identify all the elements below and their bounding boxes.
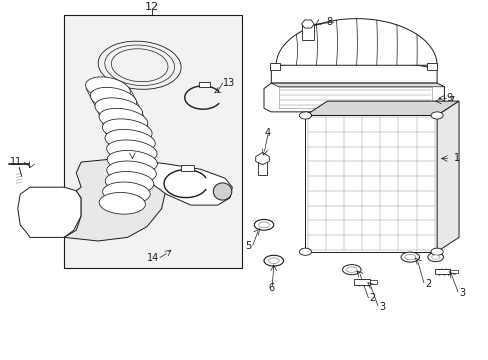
Text: 8: 8	[325, 17, 331, 27]
Ellipse shape	[105, 171, 154, 193]
Ellipse shape	[346, 267, 356, 273]
Bar	[257, 157, 267, 175]
Ellipse shape	[430, 112, 442, 119]
Ellipse shape	[254, 220, 273, 230]
Bar	[199, 82, 209, 87]
Bar	[302, 24, 313, 40]
Ellipse shape	[268, 258, 279, 264]
Text: 2: 2	[424, 279, 430, 289]
Text: 5: 5	[245, 241, 251, 251]
Polygon shape	[264, 83, 444, 112]
Bar	[427, 63, 436, 69]
Polygon shape	[271, 83, 444, 87]
Ellipse shape	[85, 77, 130, 100]
Text: 1: 1	[453, 153, 459, 163]
Polygon shape	[271, 63, 436, 83]
Polygon shape	[276, 19, 436, 65]
Polygon shape	[436, 101, 458, 252]
Ellipse shape	[102, 182, 150, 204]
Ellipse shape	[400, 252, 419, 262]
Bar	[369, 280, 376, 284]
Text: 9: 9	[446, 200, 452, 210]
Ellipse shape	[105, 129, 155, 152]
Bar	[434, 269, 449, 274]
Ellipse shape	[213, 183, 231, 200]
Polygon shape	[255, 152, 269, 165]
Ellipse shape	[431, 255, 439, 259]
Polygon shape	[301, 20, 314, 28]
Ellipse shape	[107, 150, 157, 173]
Ellipse shape	[90, 87, 136, 111]
Bar	[449, 270, 457, 273]
Bar	[64, 15, 242, 268]
Ellipse shape	[106, 140, 157, 162]
Polygon shape	[18, 187, 81, 237]
Ellipse shape	[299, 112, 311, 119]
Text: 2: 2	[368, 293, 374, 303]
Ellipse shape	[99, 108, 147, 131]
Text: 13: 13	[222, 78, 234, 88]
Polygon shape	[305, 116, 436, 252]
Text: 11: 11	[10, 157, 22, 167]
Bar	[181, 165, 193, 171]
Ellipse shape	[99, 193, 145, 214]
Text: 3: 3	[378, 302, 385, 312]
Ellipse shape	[95, 98, 142, 121]
Text: 4: 4	[264, 129, 270, 138]
Text: 6: 6	[268, 283, 274, 293]
Ellipse shape	[299, 248, 311, 255]
Ellipse shape	[106, 161, 156, 183]
Polygon shape	[305, 101, 458, 116]
Text: 3: 3	[458, 288, 464, 298]
Ellipse shape	[430, 248, 442, 255]
Polygon shape	[64, 158, 166, 241]
Text: 12: 12	[144, 2, 159, 12]
Ellipse shape	[404, 255, 415, 260]
Text: 14: 14	[146, 253, 159, 263]
Text: 10: 10	[126, 123, 138, 133]
Bar	[353, 279, 369, 285]
Ellipse shape	[342, 265, 360, 275]
Polygon shape	[137, 160, 232, 205]
Text: 9: 9	[446, 93, 452, 103]
Text: 7: 7	[447, 96, 454, 106]
Ellipse shape	[102, 119, 152, 142]
Bar	[270, 63, 280, 69]
Ellipse shape	[427, 253, 443, 262]
Ellipse shape	[264, 255, 283, 266]
Ellipse shape	[258, 222, 269, 228]
